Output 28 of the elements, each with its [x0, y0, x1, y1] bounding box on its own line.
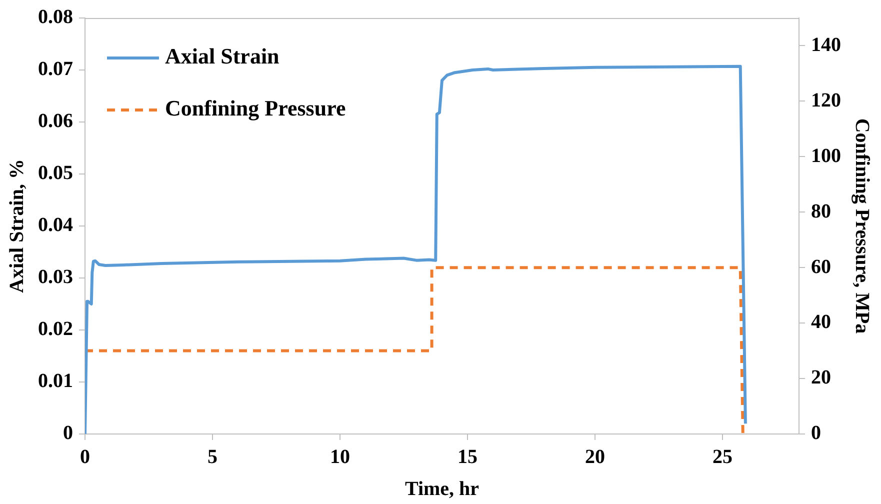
y2-axis-title: Confining Pressure, MPa — [850, 118, 873, 334]
legend-label: Axial Strain — [165, 44, 280, 69]
y-tick-label: 0.06 — [38, 110, 73, 132]
y2-tick-label: 0 — [811, 422, 821, 444]
y-tick-label: 0 — [63, 422, 73, 444]
y2-tick-label: 140 — [811, 34, 841, 56]
x-tick-label: 15 — [458, 446, 478, 468]
y-axis-title: Axial Strain, % — [6, 159, 28, 293]
y2-tick-label: 80 — [811, 200, 831, 222]
y-tick-label: 0.05 — [38, 162, 73, 184]
y2-tick-label: 100 — [811, 144, 841, 167]
y-tick-label: 0.01 — [38, 370, 73, 392]
x-tick-label: 25 — [712, 446, 732, 468]
x-tick-label: 5 — [208, 446, 218, 468]
y2-tick-label: 40 — [811, 311, 831, 334]
x-axis-title: Time, hr — [404, 478, 480, 500]
x-tick-label: 20 — [585, 446, 605, 468]
legend-label: Confining Pressure — [165, 96, 346, 121]
y-tick-label: 0.08 — [38, 6, 73, 28]
y-tick-label: 0.02 — [38, 318, 73, 340]
x-tick-label: 0 — [80, 446, 90, 468]
y2-tick-label: 20 — [811, 366, 831, 389]
y2-tick-label: 120 — [811, 89, 841, 112]
y2-tick-label: 60 — [811, 256, 831, 278]
x-tick-label: 10 — [330, 446, 350, 468]
y-tick-label: 0.03 — [38, 266, 73, 288]
y-tick-label: 0.07 — [38, 58, 73, 80]
y-tick-label: 0.04 — [38, 214, 73, 236]
